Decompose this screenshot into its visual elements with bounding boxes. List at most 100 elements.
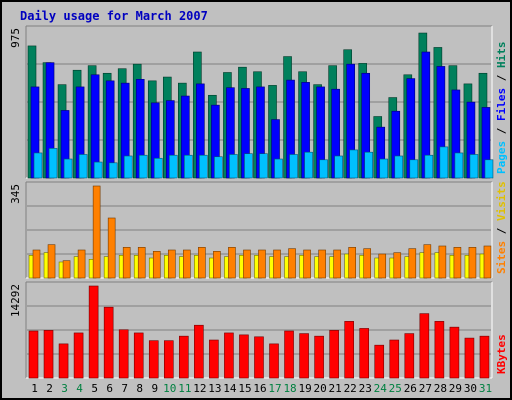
bar-visits-day-9 [152,251,161,279]
legend-pages: Pages [495,141,508,174]
bar-kbytes-day-29 [449,326,460,379]
bar-kbytes-day-31 [479,335,490,379]
bar-pages-day-26 [409,159,419,179]
bar-visits-day-7 [122,247,131,279]
bar-kbytes-day-28 [434,321,445,379]
bar-pages-day-24 [379,158,389,179]
bar-pages-day-17 [274,158,283,179]
bar-pages-day-20 [319,159,328,179]
bar-kbytes-day-22 [344,321,354,379]
bar-pages-day-12 [199,154,208,179]
bar-pages-day-11 [184,154,193,179]
bar-kbytes-day-3 [58,343,69,379]
max-label-middle: 345 [9,184,22,204]
panel-legend-middle: Sites / Visits [495,181,508,274]
day-label-1: 1 [31,382,38,395]
bar-kbytes-day-6 [103,306,114,379]
bar-visits-day-24 [378,253,387,279]
bar-kbytes-day-4 [73,332,84,379]
day-label-29: 29 [449,382,462,395]
bar-pages-day-6 [108,162,118,179]
bar-pages-day-31 [484,159,494,179]
bar-visits-day-6 [107,217,116,279]
bar-visits-day-29 [453,247,462,279]
day-label-12: 12 [193,382,206,395]
day-label-31: 31 [479,382,492,395]
day-label-6: 6 [106,382,113,395]
bar-visits-day-21 [333,249,341,279]
bar-kbytes-day-11 [179,335,189,379]
bar-pages-day-30 [469,154,479,179]
day-label-22: 22 [344,382,357,395]
bar-visits-day-27 [423,244,432,279]
bar-pages-day-13 [214,156,223,179]
bar-kbytes-day-8 [133,332,144,379]
day-label-9: 9 [151,382,158,395]
legend-sep: / [495,121,508,141]
bar-kbytes-day-14 [224,332,234,379]
bar-visits-day-2 [47,244,56,279]
bar-visits-day-28 [438,245,447,279]
bar-kbytes-day-13 [209,339,219,379]
bar-pages-day-22 [349,149,358,179]
bar-visits-day-26 [408,248,417,279]
bar-visits-day-8 [137,247,146,279]
bar-kbytes-day-15 [239,334,249,379]
bar-pages-day-18 [289,154,298,179]
day-label-17: 17 [268,382,281,395]
bar-pages-day-4 [78,154,88,179]
bar-visits-day-3 [62,260,71,279]
bar-kbytes-day-12 [194,324,204,379]
bar-pages-day-29 [454,152,464,179]
bar-pages-day-19 [304,151,313,179]
bar-visits-day-12 [198,247,206,279]
bar-kbytes-day-21 [329,330,339,379]
panel-legend-bottom: KBytes [495,334,508,374]
day-label-16: 16 [253,382,266,395]
day-label-30: 30 [464,382,477,395]
bar-kbytes-day-1 [28,330,39,379]
bar-kbytes-day-17 [269,343,279,379]
bar-pages-day-23 [364,151,374,179]
bar-visits-day-30 [468,247,477,279]
day-label-26: 26 [404,382,417,395]
bar-visits-day-25 [393,252,402,279]
bar-kbytes-day-23 [359,328,370,379]
day-label-10: 10 [163,382,176,395]
bar-visits-day-13 [213,251,221,279]
bar-pages-day-27 [424,154,434,179]
bar-pages-day-28 [439,146,449,179]
bar-kbytes-day-7 [118,329,129,379]
legend-visits: Visits [495,181,508,221]
bar-kbytes-day-27 [419,313,430,379]
day-label-23: 23 [359,382,372,395]
bar-visits-day-31 [483,245,492,279]
bar-kbytes-day-30 [464,337,475,379]
max-label-top: 975 [9,28,22,48]
bar-visits-day-4 [77,249,86,279]
bar-pages-day-21 [334,155,343,179]
bar-visits-day-20 [318,249,326,279]
bar-kbytes-day-5 [88,285,99,379]
bar-visits-day-16 [258,249,266,279]
day-label-28: 28 [434,382,447,395]
bar-kbytes-day-26 [404,333,415,379]
bar-kbytes-day-19 [299,333,309,379]
bar-pages-day-3 [63,158,73,179]
day-label-4: 4 [76,382,83,395]
bar-kbytes-day-18 [284,330,294,379]
chart-title: Daily usage for March 2007 [20,9,208,23]
day-label-7: 7 [121,382,128,395]
legend-hits: Hits [495,42,508,69]
bar-pages-day-2 [48,148,58,179]
bar-pages-day-16 [259,153,268,179]
bar-visits-day-1 [32,249,41,279]
day-label-25: 25 [389,382,402,395]
day-label-2: 2 [46,382,53,395]
bar-kbytes-day-16 [254,336,264,379]
max-label-bottom: 14292 [9,284,22,317]
bar-pages-day-7 [123,155,133,179]
bar-kbytes-day-10 [163,340,174,379]
